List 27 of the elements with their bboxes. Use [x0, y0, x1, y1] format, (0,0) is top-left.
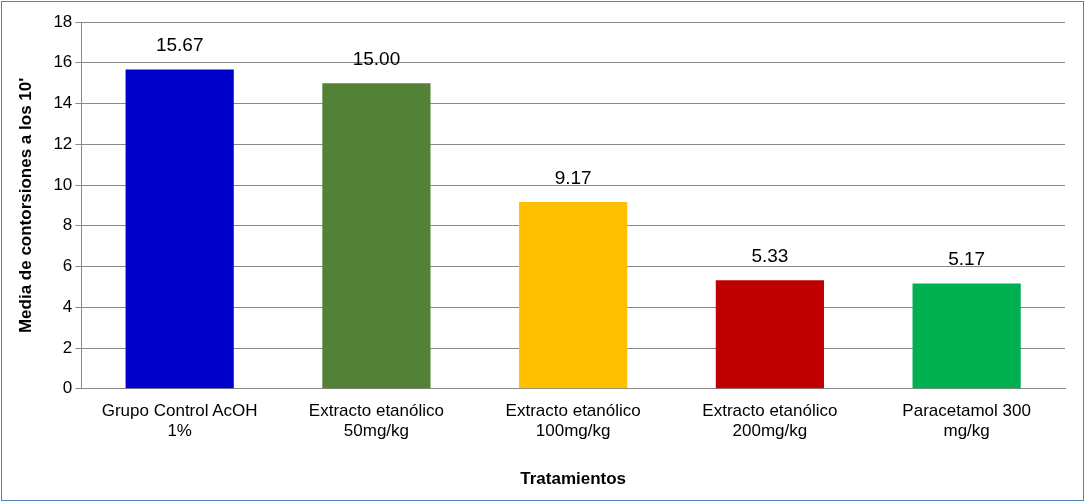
y-tick-label: 10: [53, 174, 73, 194]
x-tick-label: Paracetamol 300 mg/kg: [902, 400, 1031, 441]
x-tick-label: Grupo Control AcOH 1%: [101, 400, 258, 441]
x-tick-label: Extracto etanólico 200mg/kg: [702, 400, 838, 441]
data-label: 5.33: [751, 244, 789, 266]
y-tick-label: 4: [62, 296, 73, 316]
data-label: 15.67: [155, 34, 204, 56]
data-label: 9.17: [554, 166, 592, 188]
x-tick-label: Extracto etanólico 50mg/kg: [308, 400, 444, 441]
y-tick-label: 16: [53, 52, 73, 72]
y-axis-title: Media de contorsiones a los 10': [15, 77, 35, 334]
y-tick-label: 14: [53, 93, 73, 113]
y-tick-label: 0: [62, 378, 73, 398]
y-tick-label: 2: [62, 337, 73, 357]
y-tick-label: 18: [53, 11, 73, 31]
x-tick-label: Extracto etanólico 100mg/kg: [505, 400, 641, 441]
x-axis-title: Tratamientos: [520, 469, 627, 489]
data-label: 15.00: [352, 47, 401, 69]
data-label: 5.17: [948, 248, 986, 270]
bar: [322, 83, 431, 389]
y-tick-label: 6: [62, 256, 73, 276]
bar: [519, 201, 628, 389]
bar: [125, 69, 234, 389]
y-tick-label: 12: [53, 133, 73, 153]
bar: [715, 280, 824, 389]
y-tick-label: 8: [62, 215, 73, 235]
bar: [912, 283, 1021, 389]
